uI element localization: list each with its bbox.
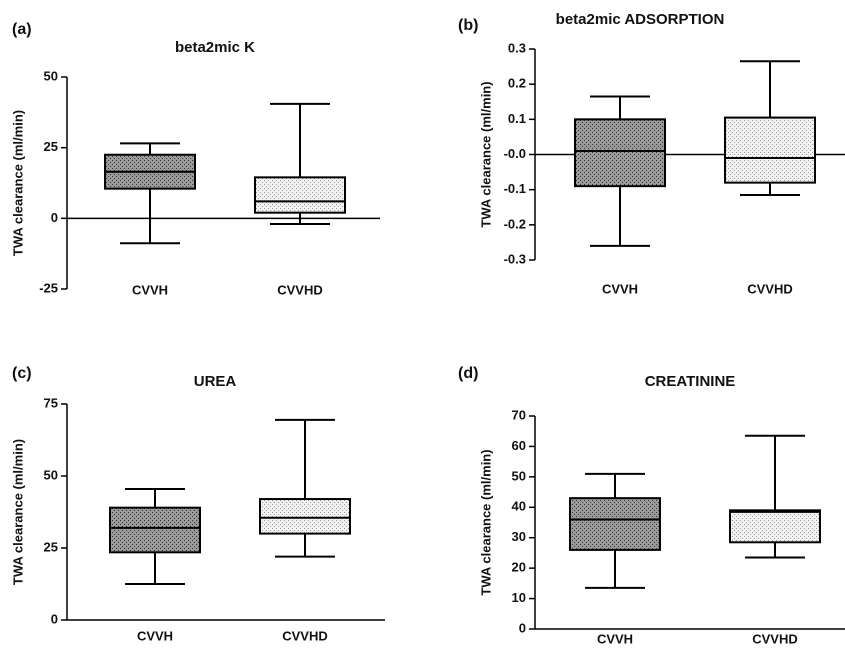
box xyxy=(574,118,666,188)
y-tick-label: 20 xyxy=(512,560,526,575)
y-tick-label: 40 xyxy=(512,499,526,514)
y-axis-label: TWA clearance (ml/min) xyxy=(10,439,25,585)
y-tick-label: 0.2 xyxy=(508,76,526,91)
box xyxy=(259,498,351,535)
x-tick-label: CVVH xyxy=(132,282,168,297)
x-tick-label: CVVHD xyxy=(282,628,328,643)
panel-label: (d) xyxy=(458,365,478,382)
box xyxy=(569,497,661,551)
panel-label: (a) xyxy=(12,21,32,38)
y-tick-label: 60 xyxy=(512,438,526,453)
box xyxy=(254,176,346,214)
y-tick-label: 25 xyxy=(44,539,58,554)
y-tick-label: 0.3 xyxy=(508,40,526,55)
y-axis-label: TWA clearance (ml/min) xyxy=(478,81,493,227)
y-tick-label: 50 xyxy=(512,468,526,483)
y-tick-label: 50 xyxy=(44,68,58,83)
y-tick-label: 70 xyxy=(512,407,526,422)
x-tick-label: CVVHD xyxy=(277,282,323,297)
box xyxy=(109,506,201,554)
y-axis-label: TWA clearance (ml/min) xyxy=(10,110,25,256)
y-tick-label: -0.1 xyxy=(504,181,526,196)
y-tick-label: 75 xyxy=(44,395,58,410)
y-axis-label: TWA clearance (ml/min) xyxy=(478,449,493,595)
y-tick-label: 0.1 xyxy=(508,111,526,126)
y-tick-label: -0.2 xyxy=(504,216,526,231)
box xyxy=(729,509,821,544)
chart-title: CREATININE xyxy=(645,373,736,390)
x-tick-label: CVVH xyxy=(602,281,638,296)
y-tick-label: 0 xyxy=(51,210,58,225)
chart-title: beta2mic K xyxy=(175,39,255,56)
chart-title: UREA xyxy=(194,373,237,390)
x-tick-label: CVVHD xyxy=(752,631,798,646)
y-tick-label: 0 xyxy=(519,620,526,635)
x-tick-label: CVVHD xyxy=(747,281,793,296)
box xyxy=(724,116,816,184)
y-tick-label: -0.3 xyxy=(504,251,526,266)
y-tick-label: -0.0 xyxy=(504,146,526,161)
y-tick-label: -25 xyxy=(39,280,58,295)
x-tick-label: CVVH xyxy=(597,631,633,646)
panel-label: (b) xyxy=(458,17,478,34)
y-tick-label: 0 xyxy=(51,611,58,626)
y-tick-label: 30 xyxy=(512,529,526,544)
y-tick-label: 10 xyxy=(512,590,526,605)
panel-label: (c) xyxy=(12,365,32,382)
y-tick-label: 50 xyxy=(44,467,58,482)
y-tick-label: 25 xyxy=(44,139,58,154)
chart-title: beta2mic ADSORPTION xyxy=(556,11,725,28)
x-tick-label: CVVH xyxy=(137,628,173,643)
